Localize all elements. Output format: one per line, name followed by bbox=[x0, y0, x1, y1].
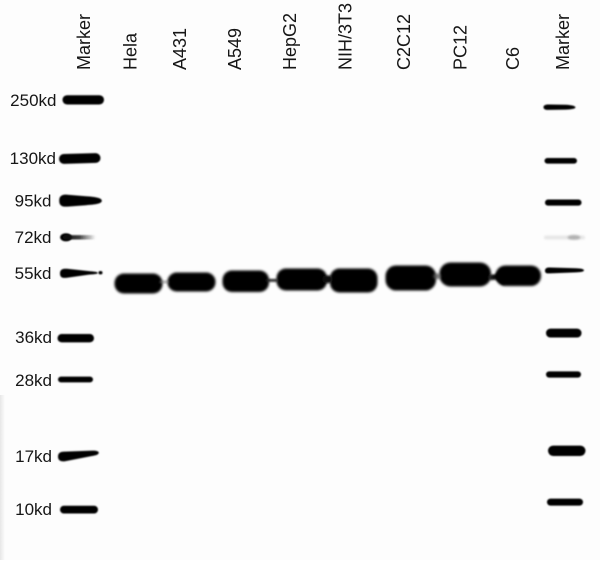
svg-text:C2C12: C2C12 bbox=[394, 14, 414, 70]
svg-text:NIH/3T3: NIH/3T3 bbox=[336, 3, 356, 70]
svg-text:Marker: Marker bbox=[74, 14, 94, 70]
svg-text:C6: C6 bbox=[503, 47, 523, 70]
svg-text:Marker: Marker bbox=[553, 14, 573, 70]
svg-text:36kd: 36kd bbox=[15, 328, 52, 347]
svg-text:72kd: 72kd bbox=[15, 228, 52, 247]
svg-text:PC12: PC12 bbox=[451, 25, 471, 70]
svg-text:17kd: 17kd bbox=[15, 447, 52, 466]
svg-text:HepG2: HepG2 bbox=[280, 13, 300, 70]
svg-text:55kd: 55kd bbox=[15, 264, 52, 283]
svg-text:Hela: Hela bbox=[121, 32, 141, 70]
svg-text:130kd: 130kd bbox=[10, 149, 56, 168]
svg-text:95kd: 95kd bbox=[15, 192, 52, 211]
svg-text:28kd: 28kd bbox=[15, 371, 52, 390]
svg-text:A431: A431 bbox=[170, 28, 190, 70]
svg-text:10kd: 10kd bbox=[15, 500, 52, 519]
svg-text:250kd: 250kd bbox=[10, 91, 56, 110]
svg-text:A549: A549 bbox=[225, 28, 245, 70]
